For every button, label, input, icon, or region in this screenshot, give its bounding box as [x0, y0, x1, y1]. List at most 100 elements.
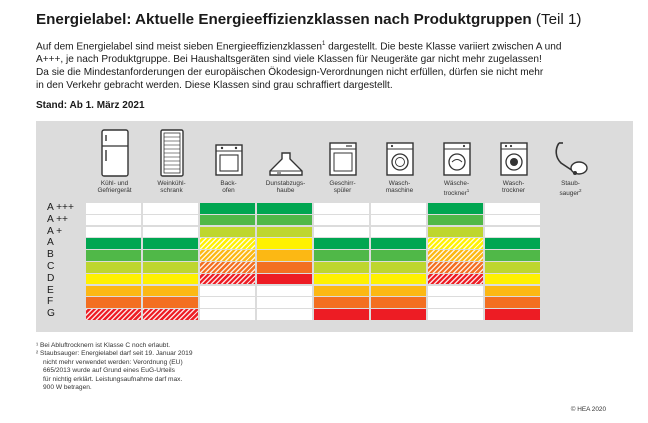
class-cell: [428, 262, 483, 273]
class-cell: [371, 285, 426, 297]
class-cell: [314, 262, 369, 273]
class-cell: [86, 203, 141, 214]
footnote-2-line-3: 665/2013 wurde auf Grund eines EuG-Urtei…: [43, 367, 175, 375]
class-cell: [257, 309, 312, 320]
class-cell: [257, 226, 312, 238]
class-cell: [428, 285, 483, 297]
class-cell: [485, 203, 540, 214]
class-cell: [485, 309, 540, 320]
class-cell: [485, 238, 540, 249]
intro-line-1: Auf dem Energielabel sind meist sieben E…: [36, 41, 562, 53]
class-cell: [485, 273, 540, 285]
class-label-8: F: [47, 296, 54, 308]
class-cell: [428, 297, 483, 308]
product-column-5: Wasch-maschine: [371, 121, 428, 201]
intro-line-3: Da sie die Mindestanforderungen der euro…: [36, 67, 544, 79]
product-label: Geschirr-spüler: [329, 180, 356, 195]
class-cell: [143, 309, 198, 320]
product-column-7: Wasch-trockner: [485, 121, 542, 201]
intro-text: Auf dem Energielabel sind meist sieben E…: [36, 38, 636, 92]
class-cell: [143, 226, 198, 238]
class-cell: [200, 226, 255, 238]
class-cell: [86, 309, 141, 320]
class-cell: [200, 203, 255, 214]
class-cell: [314, 226, 369, 238]
class-label-0: A +++: [47, 202, 74, 213]
intro-line-4: in den Verkehr gebracht werden. Diese Kl…: [36, 80, 393, 92]
class-label-7: E: [47, 284, 54, 296]
class-cell: [371, 297, 426, 308]
energy-class-table: A +++ A ++ A + A B C D E F G Kühl- und Gefriergerät…: [36, 121, 633, 332]
class-cell: [314, 214, 369, 226]
class-cell: [200, 273, 255, 285]
footnote-2-line-5: 900 W betragen.: [43, 384, 92, 392]
product-column-4: Geschirr-spüler: [314, 121, 371, 201]
class-cell: [485, 285, 540, 297]
product-column-8: Staub-sauger2: [542, 121, 599, 201]
class-cell: [86, 238, 141, 249]
class-label-1: A ++: [47, 213, 68, 225]
class-cell: [86, 285, 141, 297]
product-label: Weinkühl-schrank: [157, 180, 186, 195]
class-cell: [314, 297, 369, 308]
product-label: Staub-sauger2: [559, 180, 582, 198]
class-cell: [257, 273, 312, 285]
product-label: Back-ofen: [220, 180, 237, 195]
class-cell: [257, 214, 312, 226]
footnote-2-line-4: für nichtig erklärt. Leistungsaufnahme d…: [43, 375, 183, 383]
copyright: © HEA 2020: [570, 406, 606, 413]
class-cell: [314, 273, 369, 285]
class-cell: [428, 309, 483, 320]
class-cell: [257, 203, 312, 214]
class-cell: [200, 262, 255, 273]
class-cell: [200, 285, 255, 297]
class-cell: [86, 262, 141, 273]
title-part: (Teil 1): [535, 11, 582, 28]
class-cell: [257, 250, 312, 261]
class-cell: [371, 214, 426, 226]
class-label-9: G: [47, 308, 55, 320]
class-cell: [200, 250, 255, 261]
class-cell: [428, 273, 483, 285]
product-label: Kühl- und Gefriergerät: [97, 180, 132, 195]
class-cell: [371, 226, 426, 238]
date-stand: Stand: Ab 1. März 2021: [36, 100, 145, 111]
product-label: Wasch-maschine: [385, 180, 414, 195]
class-cell: [428, 238, 483, 249]
class-cell: [143, 203, 198, 214]
class-cell: [428, 250, 483, 261]
class-cell: [314, 285, 369, 297]
page-title: Energielabel: Aktuelle Energieeffizienzk…: [36, 11, 582, 28]
class-cell: [485, 262, 540, 273]
product-column-1: Weinkühl-schrank: [143, 121, 200, 201]
class-cell: [143, 214, 198, 226]
footnote-1: ¹ Bei Abluftrocknern ist Klasse C noch e…: [36, 342, 171, 349]
class-label-3: A: [47, 237, 54, 249]
class-cell: [200, 297, 255, 308]
product-column-2: Back-ofen: [200, 121, 257, 201]
product-label: Dunstabzugs-haube: [265, 180, 306, 195]
class-cell: [257, 285, 312, 297]
class-cell: [428, 214, 483, 226]
class-cell: [86, 297, 141, 308]
class-cell: [257, 262, 312, 273]
product-column-0: Kühl- und Gefriergerät: [86, 121, 143, 201]
class-cell: [485, 297, 540, 308]
class-cell: [485, 226, 540, 238]
product-column-3: Dunstabzugs-haube: [257, 121, 314, 201]
class-cell: [314, 250, 369, 261]
class-cell: [143, 238, 198, 249]
class-cell: [257, 238, 312, 249]
class-cell: [314, 203, 369, 214]
class-label-5: C: [47, 261, 55, 272]
class-cell: [314, 309, 369, 320]
class-label-6: D: [47, 272, 55, 284]
product-label: Wasch-trockner: [501, 180, 526, 195]
class-label-4: B: [47, 249, 54, 261]
class-cell: [86, 250, 141, 261]
class-cell: [371, 238, 426, 249]
footnotes: ¹ Bei Abluftrocknern ist Klasse C noch e…: [36, 342, 193, 392]
class-cell: [371, 273, 426, 285]
product-column-6: Wäsche-trockner1: [428, 121, 485, 201]
class-cell: [143, 262, 198, 273]
